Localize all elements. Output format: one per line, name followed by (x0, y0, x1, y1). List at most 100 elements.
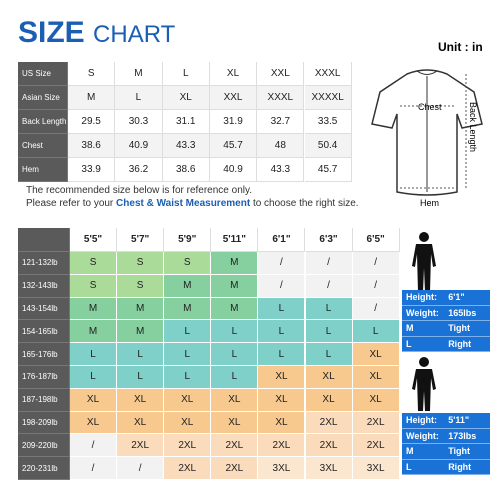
size-cell: M (70, 297, 118, 321)
size-cell: XL (70, 388, 118, 412)
row-label: Chest (18, 134, 68, 158)
model-label: M (406, 446, 414, 457)
weight-label: 209-220lb (18, 434, 70, 458)
size-cell: L (70, 366, 118, 389)
size-cell: L (117, 343, 165, 366)
size-cell: L (258, 297, 306, 321)
size-cell: M (211, 274, 259, 298)
size-cell: XL (352, 343, 400, 366)
cell: 50.4 (304, 134, 352, 158)
weight-label: 176-187lb (18, 366, 70, 389)
cell: 45.7 (209, 134, 258, 158)
note: The recommended size below is for refere… (26, 184, 359, 210)
model-label: L (406, 461, 412, 472)
size-cell: M (117, 297, 165, 321)
height-header: 5'11" (211, 228, 259, 252)
size-cell: L (352, 320, 400, 344)
model-row: L Right (402, 460, 490, 475)
height-header: 5'9" (164, 228, 212, 252)
size-cell: 2XL (352, 411, 400, 435)
model-value: Right (448, 461, 472, 472)
weight-label: 198-209lb (18, 411, 70, 435)
size-cell: / (258, 252, 306, 275)
model-box: Height: 5'11" Weight: 173lbs M Tight L Right (402, 413, 490, 475)
size-cell: L (211, 343, 259, 366)
corner (18, 228, 70, 252)
size-cell: M (211, 297, 259, 321)
size-cell: L (258, 343, 306, 366)
size-cell: XL (70, 411, 118, 435)
cell: XXL (257, 62, 305, 86)
size-cell: / (305, 252, 353, 275)
weight-label: 121-132lb (18, 252, 70, 275)
cell: XL (162, 86, 210, 110)
height-header: 5'7" (117, 228, 165, 252)
cell: XXXL (304, 62, 352, 86)
size-cell: L (305, 320, 353, 344)
cell: M (68, 86, 116, 110)
size-cell: L (164, 343, 212, 366)
size-cell: 3XL (305, 457, 353, 480)
size-cell: L (164, 366, 212, 389)
back-length-label: Back Length (468, 102, 478, 152)
measure-table: US Size S M L XL XXL XXXL Asian Size M L XL XXL XXXL… (18, 62, 352, 182)
cell: 38.6 (162, 158, 210, 182)
cell: 32.7 (257, 110, 305, 134)
cell: 33.9 (68, 158, 116, 182)
model-label: Height: (406, 292, 437, 303)
cell: 43.3 (257, 158, 305, 182)
model-label: Weight: (406, 430, 439, 441)
model-box: Height: 6'1" Weight: 165lbs M Tight L Right (402, 290, 490, 352)
size-cell: 3XL (352, 457, 400, 480)
row-label: Hem (18, 158, 68, 182)
size-cell: 3XL (258, 457, 306, 480)
size-cell: L (117, 366, 165, 389)
cell: 38.6 (68, 134, 116, 158)
size-cell: XL (305, 366, 353, 389)
size-cell: L (70, 343, 118, 366)
size-cell: 2XL (211, 457, 259, 480)
size-cell: M (211, 252, 259, 275)
size-cell: XL (352, 366, 400, 389)
size-cell: XL (305, 388, 353, 412)
size-cell: 2XL (164, 434, 212, 458)
size-cell: 2XL (352, 434, 400, 458)
cell: XXXXL (304, 86, 352, 110)
title: SIZE CHART (18, 16, 175, 50)
weight-label: 154-165lb (18, 320, 70, 344)
model-value: 5'11" (448, 415, 470, 426)
cell: 30.3 (115, 110, 163, 134)
size-cell: / (305, 274, 353, 298)
size-cell: L (305, 297, 353, 321)
size-cell: 2XL (211, 434, 259, 458)
model-row: L Right (402, 337, 490, 352)
title-rest: CHART (93, 21, 176, 48)
size-cell: S (70, 252, 118, 275)
cell: 40.9 (115, 134, 163, 158)
model-value: 6'1" (448, 292, 465, 303)
weight-label: 132-143lb (18, 274, 70, 298)
cell: S (68, 62, 116, 86)
size-cell: XL (258, 366, 306, 389)
jersey-diagram: Chest Hem Back Length (371, 69, 483, 208)
row-label: Back Length (18, 110, 68, 134)
note-text: to choose the right size. (252, 198, 359, 209)
cell: XXXL (257, 86, 305, 110)
size-cell: M (164, 274, 212, 298)
size-cell: / (352, 274, 400, 298)
cell: 31.9 (209, 110, 258, 134)
size-cell: L (164, 320, 212, 344)
size-cell: XL (211, 388, 259, 412)
size-cell: 2XL (164, 457, 212, 480)
height-header: 6'3" (305, 228, 353, 252)
row-label: Asian Size (18, 86, 68, 110)
size-cell: S (164, 252, 212, 275)
cell: XL (209, 62, 258, 86)
model-row: Weight: 173lbs (402, 429, 490, 444)
size-cell: L (305, 343, 353, 366)
title-bold: SIZE (18, 16, 85, 49)
model-row: Weight: 165lbs (402, 306, 490, 321)
size-cell: XL (164, 411, 212, 435)
size-cell: 2XL (258, 434, 306, 458)
